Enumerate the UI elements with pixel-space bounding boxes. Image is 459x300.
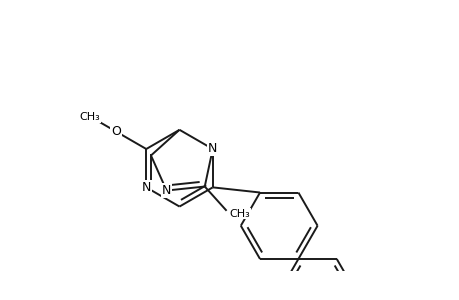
Text: CH₃: CH₃: [79, 112, 100, 122]
Text: CH₃: CH₃: [229, 209, 250, 219]
Text: N: N: [162, 184, 171, 197]
Text: N: N: [141, 181, 151, 194]
Text: N: N: [207, 142, 217, 155]
Text: O: O: [111, 125, 121, 138]
